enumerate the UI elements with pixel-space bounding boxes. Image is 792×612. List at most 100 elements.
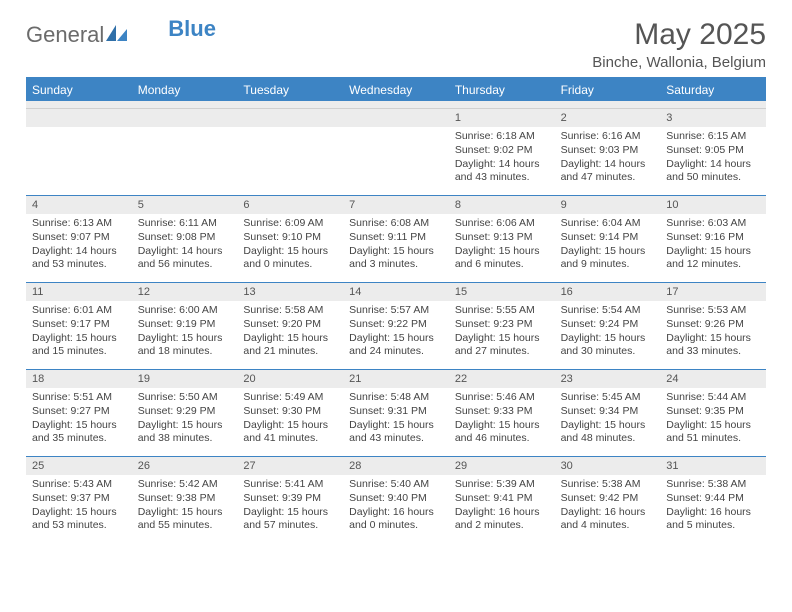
day1-text: Daylight: 15 hours [666,245,760,259]
sunrise-text: Sunrise: 5:42 AM [138,478,232,492]
logo: General Blue [26,18,216,48]
sunset-text: Sunset: 9:08 PM [138,231,232,245]
day1-text: Daylight: 15 hours [32,332,126,346]
day-cell: 15Sunrise: 5:55 AMSunset: 9:23 PMDayligh… [449,283,555,369]
day2-text: and 18 minutes. [138,345,232,359]
day-cell: 12Sunrise: 6:00 AMSunset: 9:19 PMDayligh… [132,283,238,369]
day2-text: and 53 minutes. [32,258,126,272]
day1-text: Daylight: 15 hours [138,332,232,346]
day1-text: Daylight: 15 hours [455,245,549,259]
day1-text: Daylight: 15 hours [243,332,337,346]
day-number: 13 [237,283,343,301]
day-cell: 29Sunrise: 5:39 AMSunset: 9:41 PMDayligh… [449,457,555,543]
day-cell: 7Sunrise: 6:08 AMSunset: 9:11 PMDaylight… [343,196,449,282]
sunset-text: Sunset: 9:02 PM [455,144,549,158]
sunset-text: Sunset: 9:24 PM [561,318,655,332]
sunrise-text: Sunrise: 5:53 AM [666,304,760,318]
sunset-text: Sunset: 9:03 PM [561,144,655,158]
day-number: 5 [132,196,238,214]
day-number: 8 [449,196,555,214]
day-number: . [343,109,449,127]
day2-text: and 38 minutes. [138,432,232,446]
day-number: 1 [449,109,555,127]
sunset-text: Sunset: 9:05 PM [666,144,760,158]
day1-text: Daylight: 15 hours [349,332,443,346]
day1-text: Daylight: 14 hours [32,245,126,259]
day2-text: and 12 minutes. [666,258,760,272]
day1-text: Daylight: 15 hours [666,419,760,433]
day-cell: . [26,109,132,195]
day1-text: Daylight: 15 hours [243,419,337,433]
day-number: 28 [343,457,449,475]
sunset-text: Sunset: 9:23 PM [455,318,549,332]
day-cell: 13Sunrise: 5:58 AMSunset: 9:20 PMDayligh… [237,283,343,369]
day-cell: 25Sunrise: 5:43 AMSunset: 9:37 PMDayligh… [26,457,132,543]
day1-text: Daylight: 14 hours [455,158,549,172]
day2-text: and 56 minutes. [138,258,232,272]
day-number: 9 [555,196,661,214]
sunset-text: Sunset: 9:29 PM [138,405,232,419]
day-number: 3 [660,109,766,127]
sunset-text: Sunset: 9:26 PM [666,318,760,332]
day-cell: 26Sunrise: 5:42 AMSunset: 9:38 PMDayligh… [132,457,238,543]
day-number: 14 [343,283,449,301]
day-number: 29 [449,457,555,475]
day-header: Wednesday [343,79,449,101]
day2-text: and 51 minutes. [666,432,760,446]
day-header: Saturday [660,79,766,101]
day-cell: 6Sunrise: 6:09 AMSunset: 9:10 PMDaylight… [237,196,343,282]
day2-text: and 15 minutes. [32,345,126,359]
logo-text-2: Blue [168,16,216,42]
day2-text: and 57 minutes. [243,519,337,533]
day1-text: Daylight: 15 hours [455,419,549,433]
day-cell: 28Sunrise: 5:40 AMSunset: 9:40 PMDayligh… [343,457,449,543]
day1-text: Daylight: 15 hours [243,506,337,520]
day1-text: Daylight: 16 hours [349,506,443,520]
day-number: . [26,109,132,127]
day2-text: and 9 minutes. [561,258,655,272]
sunrise-text: Sunrise: 5:54 AM [561,304,655,318]
day1-text: Daylight: 15 hours [138,419,232,433]
sunrise-text: Sunrise: 5:43 AM [32,478,126,492]
day1-text: Daylight: 14 hours [561,158,655,172]
day-header: Sunday [26,79,132,101]
day-number: 17 [660,283,766,301]
day2-text: and 30 minutes. [561,345,655,359]
sunrise-text: Sunrise: 6:15 AM [666,130,760,144]
sunrise-text: Sunrise: 6:16 AM [561,130,655,144]
day2-text: and 55 minutes. [138,519,232,533]
day1-text: Daylight: 16 hours [666,506,760,520]
week-row: 25Sunrise: 5:43 AMSunset: 9:37 PMDayligh… [26,457,766,543]
day-header: Thursday [449,79,555,101]
day-number: 4 [26,196,132,214]
sunset-text: Sunset: 9:07 PM [32,231,126,245]
day-cell: 30Sunrise: 5:38 AMSunset: 9:42 PMDayligh… [555,457,661,543]
sunrise-text: Sunrise: 6:18 AM [455,130,549,144]
sunrise-text: Sunrise: 5:41 AM [243,478,337,492]
sunrise-text: Sunrise: 5:40 AM [349,478,443,492]
day2-text: and 27 minutes. [455,345,549,359]
day-number: 7 [343,196,449,214]
day-number: 12 [132,283,238,301]
calendar-divider [26,101,766,109]
sunrise-text: Sunrise: 6:13 AM [32,217,126,231]
sunrise-text: Sunrise: 6:06 AM [455,217,549,231]
sunrise-text: Sunrise: 5:50 AM [138,391,232,405]
day1-text: Daylight: 15 hours [561,419,655,433]
week-row: 4Sunrise: 6:13 AMSunset: 9:07 PMDaylight… [26,196,766,283]
day2-text: and 43 minutes. [455,171,549,185]
day2-text: and 24 minutes. [349,345,443,359]
week-row: ....1Sunrise: 6:18 AMSunset: 9:02 PMDayl… [26,109,766,196]
sunrise-text: Sunrise: 5:44 AM [666,391,760,405]
day-cell: 31Sunrise: 5:38 AMSunset: 9:44 PMDayligh… [660,457,766,543]
day-number: 24 [660,370,766,388]
day1-text: Daylight: 15 hours [138,506,232,520]
day1-text: Daylight: 15 hours [243,245,337,259]
day2-text: and 2 minutes. [455,519,549,533]
day2-text: and 35 minutes. [32,432,126,446]
sunrise-text: Sunrise: 6:00 AM [138,304,232,318]
day1-text: Daylight: 15 hours [455,332,549,346]
sunset-text: Sunset: 9:37 PM [32,492,126,506]
sunrise-text: Sunrise: 5:38 AM [666,478,760,492]
sunset-text: Sunset: 9:39 PM [243,492,337,506]
